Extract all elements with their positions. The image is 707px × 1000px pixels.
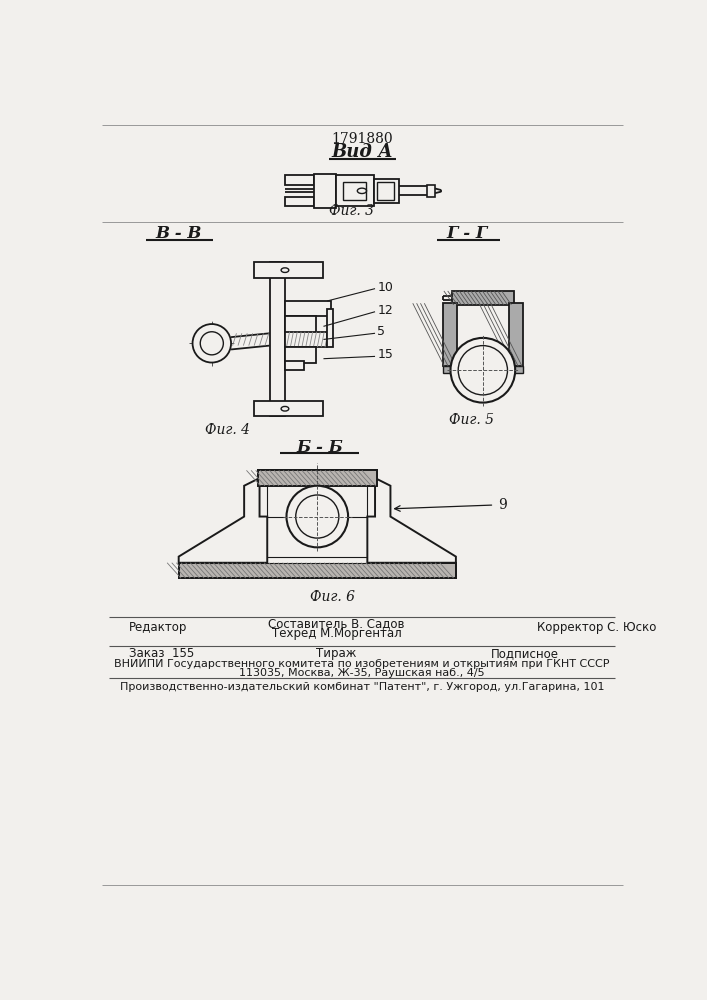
Circle shape xyxy=(286,486,348,547)
Bar xyxy=(179,563,456,578)
Text: Г - Г: Г - Г xyxy=(447,225,488,242)
Bar xyxy=(179,563,456,578)
Bar xyxy=(452,291,514,305)
Bar xyxy=(258,470,378,486)
Text: В - В: В - В xyxy=(156,225,202,242)
Text: Фиг. 5: Фиг. 5 xyxy=(449,413,493,427)
Text: Корректор С. Юско: Корректор С. Юско xyxy=(537,621,656,634)
Bar xyxy=(285,332,327,347)
Polygon shape xyxy=(179,478,267,563)
Text: Б - Б: Б - Б xyxy=(296,439,343,456)
Text: Вид А: Вид А xyxy=(331,143,393,161)
Bar xyxy=(343,182,366,200)
Text: Производственно-издательский комбинат "Патент", г. Ужгород, ул.Гагарина, 101: Производственно-издательский комбинат "П… xyxy=(119,682,604,692)
Bar xyxy=(254,401,324,416)
Text: Фиг. 4: Фиг. 4 xyxy=(205,423,250,437)
Bar xyxy=(269,262,285,416)
Text: 12: 12 xyxy=(378,304,393,317)
Polygon shape xyxy=(368,478,456,563)
Bar xyxy=(198,557,437,563)
Bar xyxy=(509,366,523,373)
Bar xyxy=(327,309,334,347)
Text: Техред М.Моргентал: Техред М.Моргентал xyxy=(271,627,402,640)
Text: Тираж: Тираж xyxy=(316,647,357,660)
Circle shape xyxy=(450,338,515,403)
Text: 5: 5 xyxy=(378,325,385,338)
Bar xyxy=(443,366,457,373)
Text: Составитель В. Садов: Составитель В. Садов xyxy=(268,617,405,630)
Bar xyxy=(428,185,435,197)
Bar xyxy=(285,316,316,336)
Bar xyxy=(336,175,374,206)
Text: 9: 9 xyxy=(498,498,507,512)
Bar xyxy=(267,484,368,517)
Text: Редактор: Редактор xyxy=(129,621,187,634)
Text: 1791880: 1791880 xyxy=(331,132,393,146)
Bar xyxy=(443,303,457,366)
Text: ВНИИПИ Государственного комитета по изобретениям и открытиям при ГКНТ СССР: ВНИИПИ Государственного комитета по изоб… xyxy=(115,659,609,669)
Bar xyxy=(258,470,378,486)
Bar xyxy=(285,175,314,185)
Text: Фиг. 6: Фиг. 6 xyxy=(310,590,355,604)
Text: Фиг. 3: Фиг. 3 xyxy=(329,204,375,218)
Circle shape xyxy=(192,324,231,363)
Bar xyxy=(285,197,314,206)
Text: Подписное: Подписное xyxy=(491,647,559,660)
Bar xyxy=(509,303,523,366)
Text: 10: 10 xyxy=(378,281,393,294)
Bar xyxy=(254,262,324,278)
Bar xyxy=(285,301,331,316)
Text: 15: 15 xyxy=(378,348,393,361)
Bar xyxy=(374,179,399,203)
Bar xyxy=(285,347,316,363)
Bar xyxy=(314,174,336,208)
Bar xyxy=(378,182,395,200)
Text: 113035, Москва, Ж-35, Раушская наб., 4/5: 113035, Москва, Ж-35, Раушская наб., 4/5 xyxy=(239,668,485,678)
Bar xyxy=(285,361,304,370)
Text: Заказ  155: Заказ 155 xyxy=(129,647,194,660)
